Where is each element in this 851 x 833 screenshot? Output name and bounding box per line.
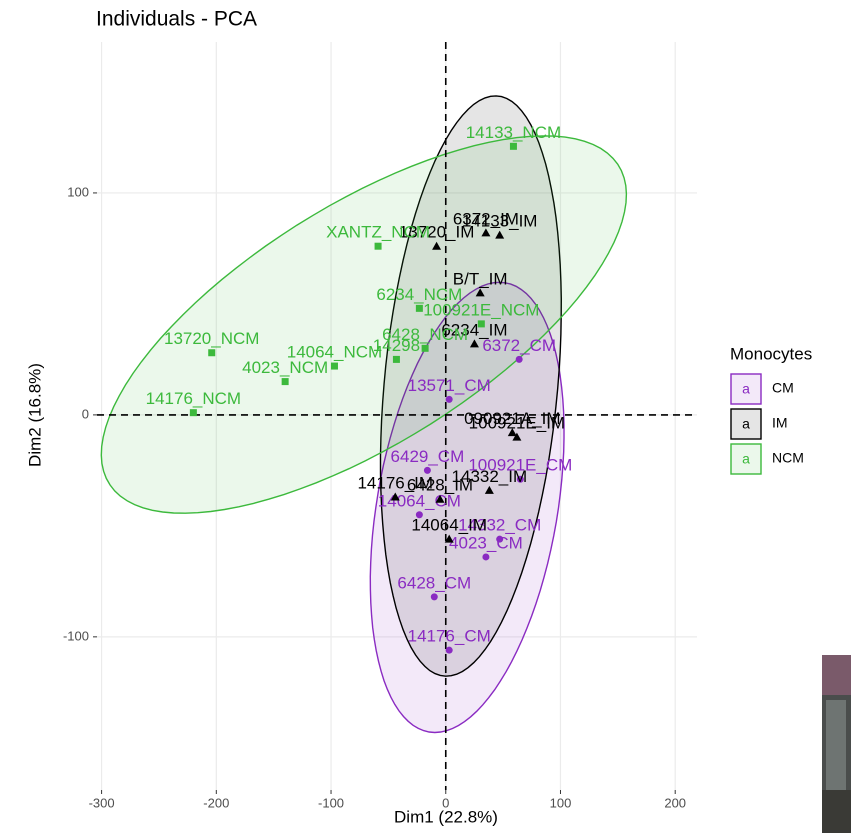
point-label: 13571_CM [408,376,491,395]
x-tick-label: 100 [550,795,572,810]
point-label: 14133_NCM [466,123,561,142]
point [482,553,489,560]
x-tick-label: -300 [89,795,115,810]
chart: Individuals - PCA Dim1 (22.8%) Dim2 (16.… [0,0,851,833]
x-tick-label: 0 [442,795,449,810]
point-label: 6428_NCM [382,325,468,344]
x-tick-label: 200 [664,795,686,810]
photo-fragment [822,655,851,833]
y-tick-label: 0 [82,406,89,421]
y-tick-label: -100 [63,628,89,643]
point [208,349,215,356]
point [446,396,453,403]
point [190,409,197,416]
legend-label: CM [772,380,794,396]
point-label: 14064_NCM [287,343,382,362]
x-tick-label: -100 [318,795,344,810]
point-label: 14176_CM [408,627,491,646]
point [446,647,453,654]
chart-title: Individuals - PCA [96,8,257,31]
point [331,363,338,370]
point-label: XANTZ_NCM [326,223,430,242]
point [516,356,523,363]
point [422,345,429,352]
x-tick-label: -200 [203,795,229,810]
point [496,536,503,543]
point [478,320,485,327]
point [282,378,289,385]
point-label: 100921E_NCM [423,300,539,319]
y-axis-label: Dim2 (16.8%) [25,363,44,467]
point [416,305,423,312]
legend-key-glyph: a [742,416,750,432]
point-label: 4023_CM [449,533,523,552]
point [431,593,438,600]
point-label: 14176_IM [357,473,433,492]
point-label: 6428_CM [397,573,471,592]
legend-key-glyph: a [742,381,750,397]
point [510,143,517,150]
point-label: 14064_IM [411,516,487,535]
legend-label: IM [772,415,788,431]
point-label: 13720_NCM [164,329,259,348]
legend-key-glyph: a [742,451,750,467]
point-label: 6429_CM [391,447,465,466]
point-label: 100921E_IM [469,414,565,433]
point [375,243,382,250]
y-tick-label: 100 [67,184,89,199]
legend-label: NCM [772,450,804,466]
legend-title: Monocytes [730,344,812,363]
point [393,356,400,363]
point-label: 14176_NCM [146,389,241,408]
